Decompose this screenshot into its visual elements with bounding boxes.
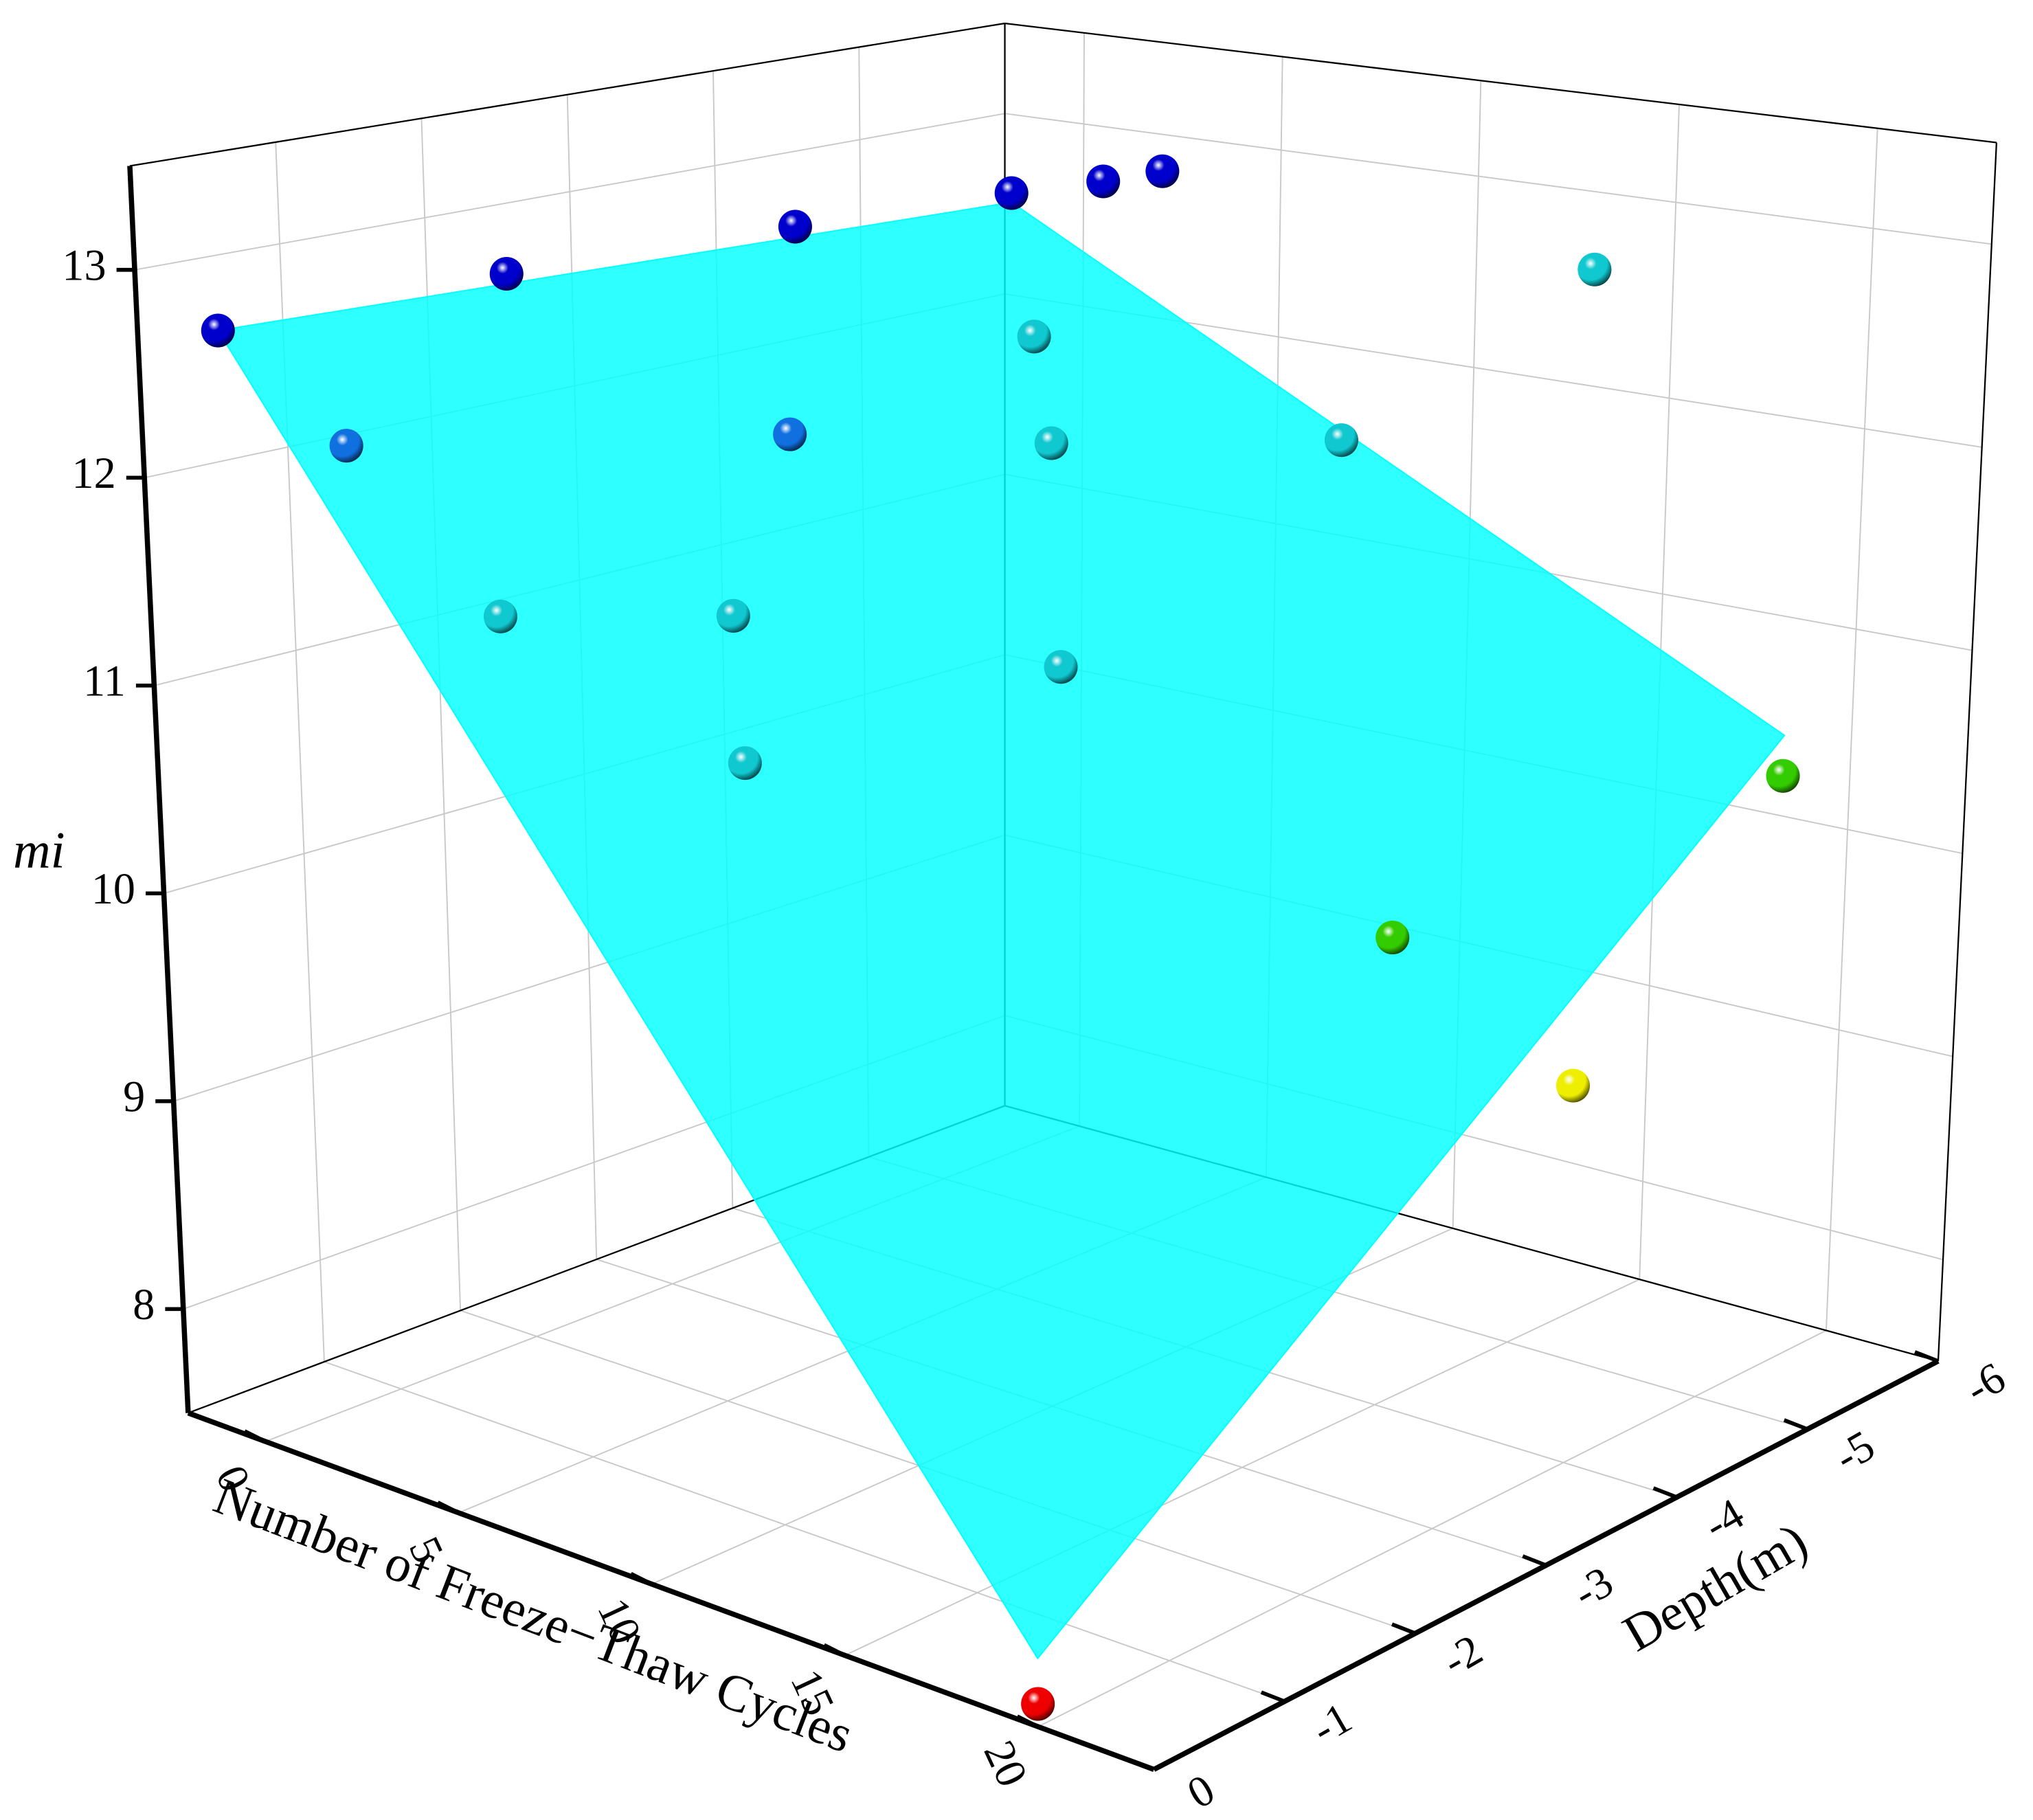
data-point <box>1086 164 1121 199</box>
data-point <box>1034 426 1068 460</box>
data-point <box>1766 759 1800 793</box>
z-tick-label: 12 <box>72 449 116 497</box>
x-tick <box>1016 1714 1040 1729</box>
data-point <box>1145 154 1180 188</box>
z-tick-label: 9 <box>123 1072 145 1121</box>
x-axis-title: Number of Freeze−Thaw Cycles <box>207 1468 861 1764</box>
y-tick-label: 0 <box>1179 1765 1222 1819</box>
data-point <box>773 417 807 451</box>
box-edge <box>1004 22 1997 144</box>
box-edge <box>1937 142 1998 1362</box>
y-tick-label: -1 <box>1303 1693 1360 1753</box>
y-tick-label: -5 <box>1826 1421 1883 1481</box>
axis-line <box>127 166 191 1413</box>
grid-line <box>1004 113 1992 245</box>
data-point <box>1021 1687 1055 1721</box>
data-point <box>716 598 750 633</box>
data-point <box>728 746 762 780</box>
data-point <box>1017 319 1051 354</box>
data-point <box>994 176 1029 210</box>
y-tick-label: -2 <box>1434 1625 1490 1685</box>
data-point <box>483 599 517 633</box>
grid-line <box>324 1361 1285 1703</box>
data-point <box>489 256 524 291</box>
z-tick-label: 8 <box>133 1280 155 1329</box>
data-point <box>1375 921 1410 955</box>
x-tick-label: 20 <box>974 1733 1037 1794</box>
x-tick <box>243 1429 267 1443</box>
box-edge <box>129 22 1005 167</box>
z-axis-title: mi <box>13 822 65 879</box>
data-point <box>1555 1068 1591 1103</box>
data-point <box>201 313 235 348</box>
x-tick <box>823 1643 846 1657</box>
y-tick <box>1652 1486 1678 1499</box>
y-tick <box>1783 1418 1808 1431</box>
x-tick <box>630 1571 653 1586</box>
data-point <box>1044 650 1078 684</box>
y-tick <box>1260 1690 1285 1703</box>
data-point <box>1577 252 1612 287</box>
z-tick-label: 10 <box>91 864 135 913</box>
data-point <box>1324 423 1358 458</box>
y-tick-label: -3 <box>1565 1557 1621 1617</box>
z-tick-label: 13 <box>62 240 106 289</box>
x-tick <box>436 1501 460 1515</box>
grid-line <box>1826 128 1878 1331</box>
y-tick <box>1522 1554 1547 1567</box>
fit-surface <box>216 201 1786 1660</box>
y-tick <box>1913 1350 1940 1363</box>
y-tick-label: -6 <box>1957 1353 2013 1413</box>
axis-line <box>187 1411 1155 1772</box>
data-point <box>778 210 812 244</box>
y-tick <box>1391 1622 1417 1635</box>
z-tick-label: 11 <box>83 656 126 705</box>
data-point <box>329 429 363 463</box>
y-tick <box>1130 1758 1155 1772</box>
